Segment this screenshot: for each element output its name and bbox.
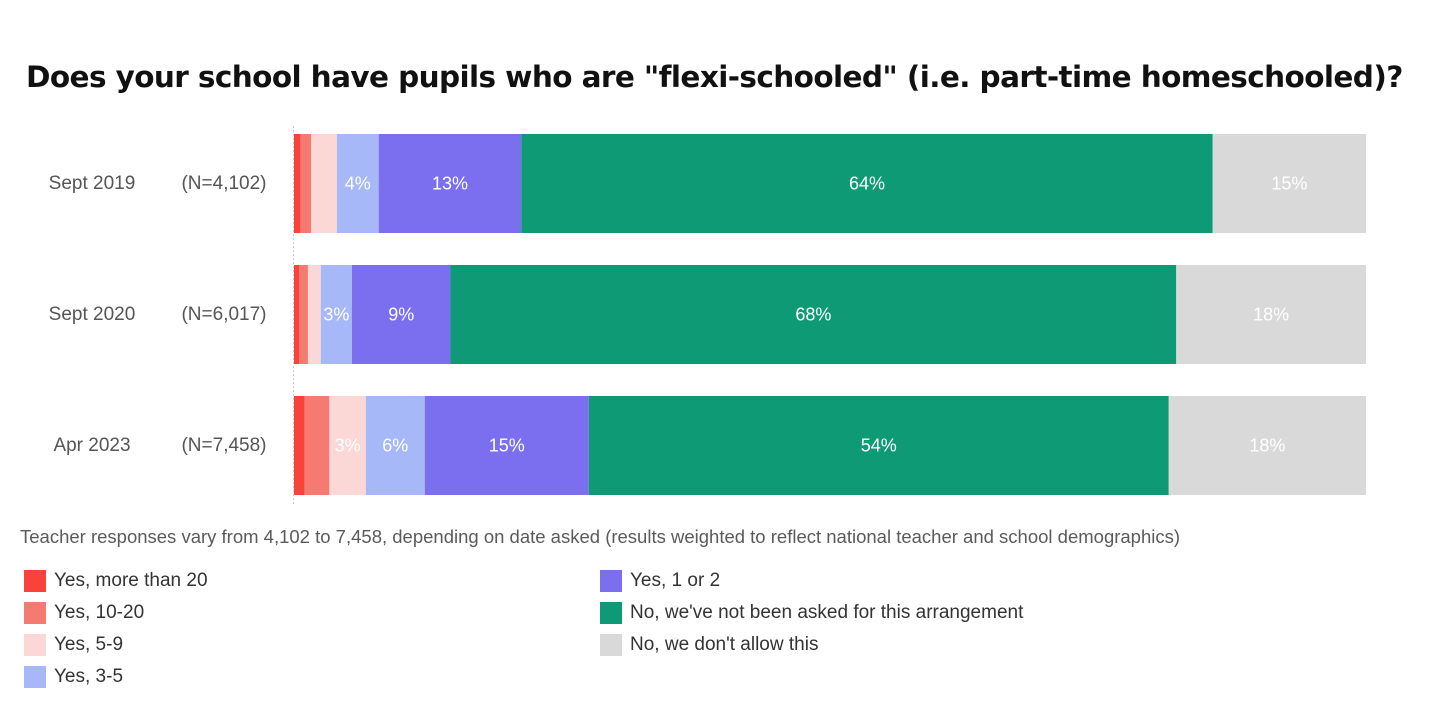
legend-label: No, we've not been asked for this arrang… [630, 602, 1024, 623]
data-label: 15% [489, 436, 525, 456]
bar-segment [294, 396, 305, 495]
bar-segment [329, 396, 366, 495]
bar-segment [378, 134, 522, 233]
legend-swatch [24, 634, 46, 656]
data-label: 18% [1253, 305, 1289, 325]
legend-label: Yes, more than 20 [54, 570, 208, 591]
data-label: 9% [388, 305, 414, 325]
legend-item: Yes, 5-9 [24, 633, 123, 657]
legend-swatch [24, 602, 46, 624]
bar-segment [450, 265, 1177, 364]
bar-segment [365, 396, 425, 495]
legend-swatch [600, 602, 622, 624]
legend-item: No, we don't allow this [600, 633, 818, 657]
legend-item: Yes, 10-20 [24, 601, 144, 625]
bar-segment [588, 396, 1169, 495]
bar-segment [336, 134, 379, 233]
bar-segment [294, 265, 300, 364]
bar-segment [424, 396, 589, 495]
row-label: Sept 2019 [49, 173, 136, 194]
bar-segment [311, 134, 337, 233]
bar-row: Sept 2019 (N=4,102) 4% 13% 64% 15% [49, 134, 1366, 233]
data-label: 18% [1249, 436, 1285, 456]
data-label: 6% [382, 436, 408, 456]
data-label: 3% [335, 436, 361, 456]
bar-segment [320, 265, 352, 364]
legend-swatch [600, 634, 622, 656]
legend-item: Yes, 3-5 [24, 665, 123, 689]
data-label: 13% [432, 174, 468, 194]
data-label: 4% [345, 174, 371, 194]
legend-label: No, we don't allow this [630, 634, 819, 655]
legend-swatch [600, 570, 622, 592]
bar-segment [521, 134, 1213, 233]
row-label: Sept 2020 [49, 304, 136, 325]
bar-segment [300, 134, 312, 233]
data-label: 3% [323, 305, 349, 325]
chart-title: Does your school have pupils who are "fl… [26, 60, 1403, 94]
bar-segment [351, 265, 451, 364]
bar-segment [294, 134, 301, 233]
legend-label: Yes, 1 or 2 [630, 570, 721, 591]
data-label: 15% [1271, 174, 1307, 194]
bar-segment [1168, 396, 1366, 495]
legend-label: Yes, 5-9 [54, 634, 124, 655]
bar-rows: Sept 2019 (N=4,102) 4% 13% 64% 15% Sept 2020 (N… [49, 134, 1366, 495]
legend-swatch [24, 570, 46, 592]
sample-size-label: (N=4,102) [181, 173, 266, 194]
data-label: 68% [795, 305, 831, 325]
bar-row: Sept 2020 (N=6,017) 3% 9% 68% 18% [49, 265, 1366, 364]
bar-segment [304, 396, 330, 495]
sample-size-label: (N=7,458) [181, 435, 266, 456]
legend-item: No, we've not been asked for this arrang… [600, 601, 1023, 625]
data-label: 54% [861, 436, 897, 456]
bar-segment [1176, 265, 1366, 364]
bar-segment [299, 265, 308, 364]
data-label: 64% [849, 174, 885, 194]
chart-footnote: Teacher responses vary from 4,102 to 7,4… [20, 526, 1181, 547]
legend-label: Yes, 3-5 [54, 666, 124, 687]
legend-item: Yes, 1 or 2 [600, 569, 720, 593]
legend-item: Yes, more than 20 [24, 569, 208, 593]
legend-swatch [24, 666, 46, 688]
bar-segment [307, 265, 321, 364]
stacked-bar-chart: Sept 2019 (N=4,102) 4% 13% 64% 15% Sept 2020 (N… [49, 126, 1366, 506]
bar-segment [1212, 134, 1366, 233]
bar-row: Apr 2023 (N=7,458) 3% 6% 15% 54% 18% [53, 396, 1366, 495]
row-label: Apr 2023 [53, 435, 130, 456]
legend-label: Yes, 10-20 [54, 602, 145, 623]
sample-size-label: (N=6,017) [181, 304, 266, 325]
